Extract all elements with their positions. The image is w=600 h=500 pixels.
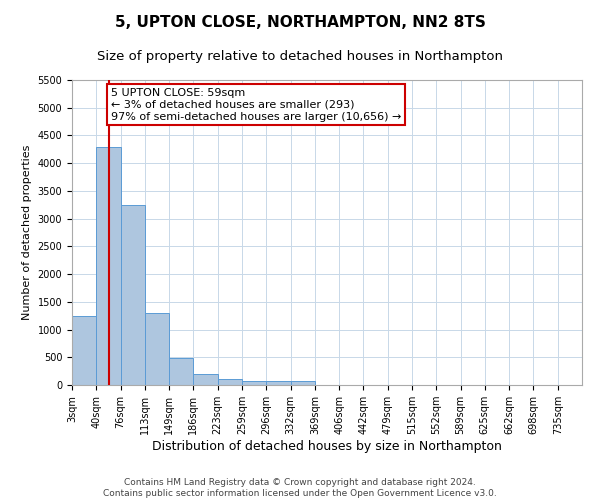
Bar (193, 374, 218, 385)
Bar (242, 380, 266, 385)
Text: Contains HM Land Registry data © Crown copyright and database right 2024.
Contai: Contains HM Land Registry data © Crown c… (103, 478, 497, 498)
Text: 5, UPTON CLOSE, NORTHAMPTON, NN2 8TS: 5, UPTON CLOSE, NORTHAMPTON, NN2 8TS (115, 15, 485, 30)
X-axis label: Distribution of detached houses by size in Northampton: Distribution of detached houses by size … (152, 440, 502, 453)
Y-axis label: Number of detached properties: Number of detached properties (22, 145, 32, 320)
Bar (96, 146, 121, 385)
Bar (145, 313, 169, 385)
Bar (218, 380, 242, 385)
Bar (72, 316, 96, 385)
Bar (169, 358, 193, 385)
Text: 5 UPTON CLOSE: 59sqm
← 3% of detached houses are smaller (293)
97% of semi-detac: 5 UPTON CLOSE: 59sqm ← 3% of detached ho… (111, 88, 401, 122)
Text: Size of property relative to detached houses in Northampton: Size of property relative to detached ho… (97, 50, 503, 63)
Bar (290, 381, 315, 385)
Bar (121, 205, 145, 385)
Bar (266, 380, 290, 385)
